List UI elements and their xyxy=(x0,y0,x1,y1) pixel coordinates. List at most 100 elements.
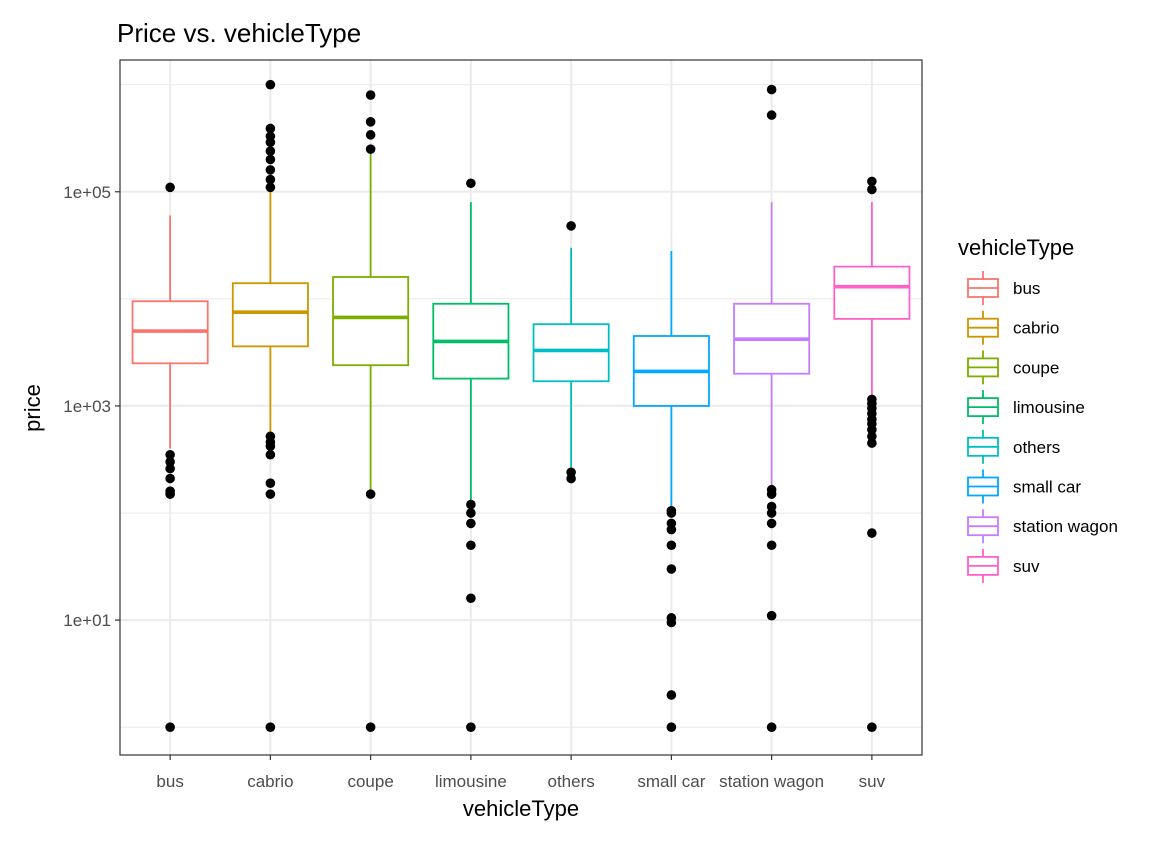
outlier-point xyxy=(666,505,677,516)
y-tick-label: 1e+01 xyxy=(63,611,111,630)
legend-label: limousine xyxy=(1013,398,1085,417)
outlier-point xyxy=(365,489,376,499)
outlier-point xyxy=(766,540,777,551)
outlier-point xyxy=(466,593,476,604)
outlier-point xyxy=(466,508,476,518)
outliers xyxy=(165,79,877,732)
x-axis: bus cabrio coupe limousine others small car st… xyxy=(156,755,886,791)
box-small-car xyxy=(632,250,710,509)
outlier-point xyxy=(666,518,677,529)
outlier-point xyxy=(365,130,376,140)
outlier-point xyxy=(365,90,376,100)
box-iqr xyxy=(833,265,911,320)
y-tick-label: 1e+05 xyxy=(63,183,111,202)
outlier-point xyxy=(165,722,175,732)
outlier-point xyxy=(466,178,476,189)
outlier-point xyxy=(766,110,777,120)
legend-label: station wagon xyxy=(1013,517,1118,536)
outlier-point xyxy=(766,518,777,529)
plot-panel xyxy=(120,60,922,755)
outlier-point xyxy=(365,722,376,732)
outlier-point xyxy=(766,484,777,495)
outlier-point xyxy=(466,499,476,510)
outlier-point xyxy=(365,117,376,127)
box-station-wagon xyxy=(733,202,811,487)
x-tick-label: suv xyxy=(859,772,886,791)
outlier-point xyxy=(466,518,476,529)
outlier-point xyxy=(666,613,677,623)
box-limousine xyxy=(432,202,510,501)
legend-item-limousine: limousine xyxy=(967,390,1085,425)
x-tick-label: bus xyxy=(156,772,183,791)
x-tick-label: others xyxy=(548,772,595,791)
outlier-point xyxy=(867,176,877,187)
legend-label: bus xyxy=(1013,279,1040,298)
legend-item-cabrio: cabrio xyxy=(967,310,1059,345)
legend-item-others: others xyxy=(967,429,1060,464)
outlier-point xyxy=(265,174,276,185)
outlier-point xyxy=(265,722,276,732)
box-iqr xyxy=(532,323,610,383)
outlier-point xyxy=(265,431,276,442)
box-cabrio xyxy=(231,191,309,434)
x-tick-label: coupe xyxy=(347,772,393,791)
box-others xyxy=(532,247,610,471)
legend-label: small car xyxy=(1013,478,1081,497)
chart-title: Price vs. vehicleType xyxy=(117,18,361,48)
outlier-point xyxy=(766,501,777,512)
outlier-point xyxy=(265,489,276,499)
outlier-point xyxy=(265,478,276,488)
outlier-point xyxy=(165,486,175,496)
outlier-point xyxy=(766,84,777,95)
outlier-point xyxy=(867,438,877,448)
outlier-point xyxy=(666,722,677,732)
outlier-point xyxy=(766,610,777,621)
outlier-point xyxy=(265,182,276,193)
outlier-point xyxy=(666,690,677,700)
x-tick-label: cabrio xyxy=(247,772,293,791)
outlier-point xyxy=(265,165,276,175)
x-axis-title: vehicleType xyxy=(463,796,579,821)
plot-panel-border xyxy=(119,59,923,756)
box-bus xyxy=(131,215,209,449)
legend-label: cabrio xyxy=(1013,319,1059,338)
outlier-point xyxy=(365,144,376,154)
box-coupe xyxy=(332,153,410,495)
outlier-point xyxy=(867,431,877,442)
outlier-point xyxy=(666,564,677,574)
x-tick-label: small car xyxy=(637,772,705,791)
legend-label: suv xyxy=(1013,557,1040,576)
legend-item-suv: suv xyxy=(967,548,1040,583)
outlier-point xyxy=(165,463,175,474)
outlier-point xyxy=(265,131,276,142)
outlier-point xyxy=(867,528,877,538)
legend-item-station-wagon: station wagon xyxy=(967,509,1118,544)
outlier-point xyxy=(867,184,877,195)
outlier-point xyxy=(265,79,276,90)
outlier-point xyxy=(766,722,777,732)
legend-title: vehicleType xyxy=(958,235,1074,260)
legend-label: coupe xyxy=(1013,358,1059,377)
x-tick-label: limousine xyxy=(435,772,507,791)
legend-item-small-car: small car xyxy=(967,469,1081,504)
outlier-point xyxy=(466,540,476,551)
legend-item-bus: bus xyxy=(967,271,1040,305)
outlier-point xyxy=(265,154,276,165)
outlier-point xyxy=(265,449,276,460)
outlier-point xyxy=(867,394,877,405)
outlier-point xyxy=(566,221,576,231)
outlier-point xyxy=(265,123,276,134)
box-suv xyxy=(833,202,911,398)
outlier-point xyxy=(165,473,175,484)
boxes xyxy=(131,153,911,509)
y-tick-label: 1e+03 xyxy=(63,397,111,416)
outlier-point xyxy=(566,467,576,478)
outlier-point xyxy=(466,722,476,732)
legend-item-coupe: coupe xyxy=(967,350,1059,385)
x-tick-label: station wagon xyxy=(719,772,824,791)
y-axis-title: price xyxy=(20,384,45,432)
outlier-point xyxy=(666,540,677,551)
box-iqr xyxy=(231,282,309,348)
outlier-point xyxy=(165,449,175,460)
outlier-point xyxy=(265,146,276,156)
